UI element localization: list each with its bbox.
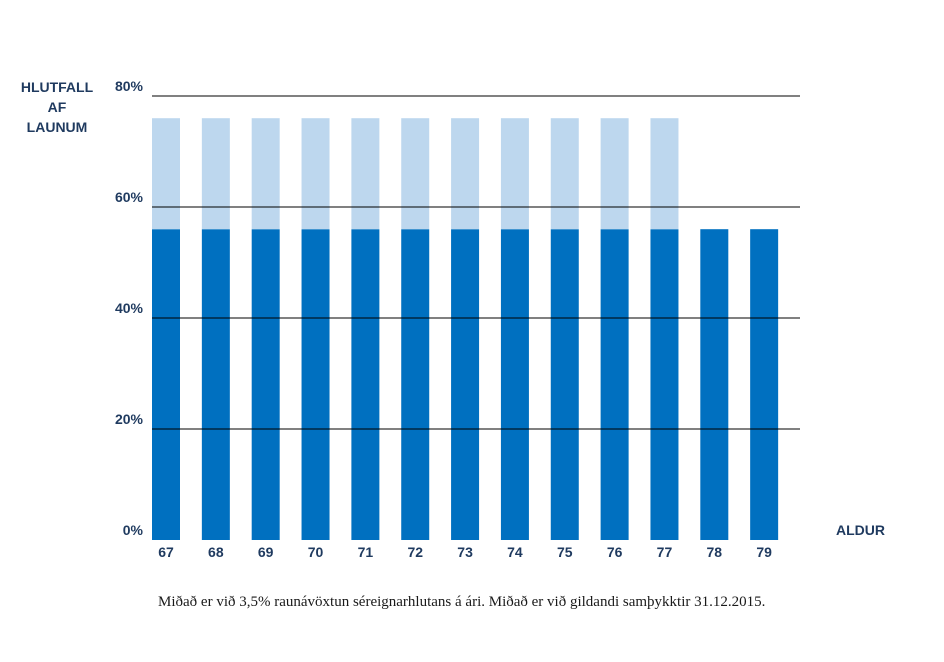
y-tick-label-60: 60%	[115, 189, 144, 205]
x-tick-label-73: 73	[457, 544, 473, 560]
y-axis-label-line-1: HLUTFALL	[21, 79, 94, 95]
bar-70-segment-2	[301, 118, 330, 230]
gridlines	[152, 95, 800, 430]
x-tick-label-70: 70	[308, 544, 324, 560]
bar-72-segment-1	[401, 229, 430, 540]
bar-67-segment-1	[152, 229, 180, 540]
footnote: Miðað er við 3,5% raunávöxtun séreignarh…	[158, 594, 766, 610]
x-tick-label-78: 78	[707, 544, 723, 560]
x-tick-label-69: 69	[258, 544, 274, 560]
bar-73-segment-2	[451, 118, 480, 230]
bar-69-segment-2	[251, 118, 280, 230]
bar-78-segment-1	[700, 229, 729, 540]
bar-76-segment-1	[600, 229, 629, 540]
bar-74-segment-2	[500, 118, 529, 230]
bar-74-segment-1	[500, 229, 529, 540]
y-tick-label-0: 0%	[123, 522, 144, 538]
bar-68-segment-1	[201, 229, 230, 540]
x-tick-label-79: 79	[756, 544, 772, 560]
x-tick-label-72: 72	[407, 544, 423, 560]
bars	[152, 118, 779, 540]
bar-73-segment-1	[451, 229, 480, 540]
bar-79-segment-1	[750, 229, 779, 540]
bar-76-segment-2	[600, 118, 629, 230]
bar-68-segment-2	[201, 118, 230, 230]
x-tick-label-71: 71	[358, 544, 374, 560]
x-tick-label-76: 76	[607, 544, 623, 560]
bar-70-segment-1	[301, 229, 330, 540]
x-tick-label-68: 68	[208, 544, 224, 560]
bar-75-segment-1	[550, 229, 579, 540]
x-axis-ticks: 67 68 69 70 71 72 73 74 75 76 77 78 79	[158, 544, 772, 560]
y-axis-label-line-3: LAUNUM	[27, 119, 88, 135]
y-tick-label-80: 80%	[115, 78, 144, 94]
x-tick-label-67: 67	[158, 544, 174, 560]
bar-72-segment-2	[401, 118, 430, 230]
y-axis-label-line-2: AF	[48, 99, 67, 115]
bar-71-segment-1	[351, 229, 380, 540]
y-tick-label-40: 40%	[115, 300, 144, 316]
x-tick-label-77: 77	[657, 544, 673, 560]
y-tick-label-20: 20%	[115, 411, 144, 427]
bar-77-segment-2	[650, 118, 679, 230]
bar-71-segment-2	[351, 118, 380, 230]
y-axis-ticks: 0% 20% 40% 60% 80%	[115, 78, 144, 538]
x-axis-label: ALDUR	[836, 522, 885, 538]
bar-67-segment-2	[152, 118, 180, 230]
bar-75-segment-2	[550, 118, 579, 230]
x-tick-label-75: 75	[557, 544, 573, 560]
x-tick-label-74: 74	[507, 544, 523, 560]
bar-69-segment-1	[251, 229, 280, 540]
bar-77-segment-1	[650, 229, 679, 540]
